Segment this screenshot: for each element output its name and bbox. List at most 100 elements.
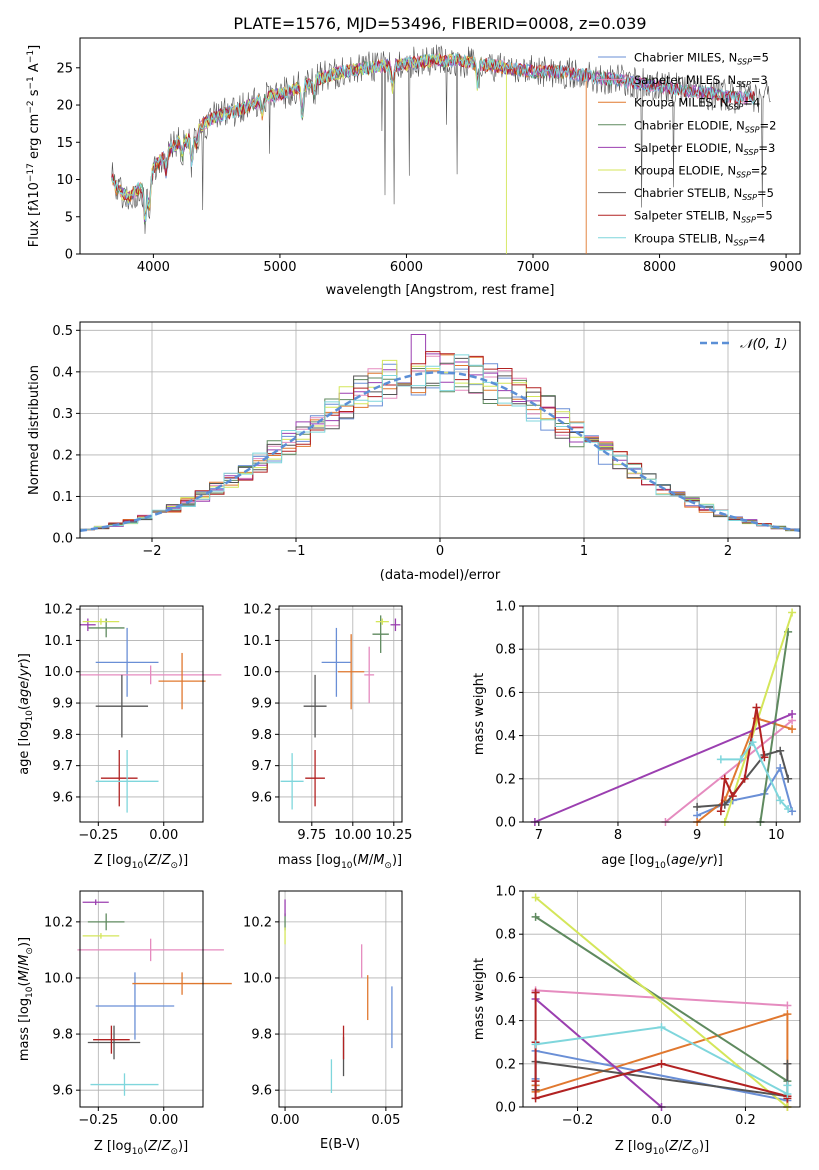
y-tick-label: 9.8 [251,728,272,743]
y-tick-label: 10.2 [44,603,73,618]
spectrum-legend-label: Chabrier MILES, NSSP=5 [634,51,769,67]
x-tick-label: 5000 [263,260,296,275]
y-tick-label: 0 [65,248,73,263]
y-tick-label: 9.6 [52,790,73,805]
age-vs-mass-plot-area: 9.75 10.00 10.25 9.6 9.7 9.8 9.9 10.0 10.1 10.2 [243,603,412,843]
x-tick-label: 4000 [137,260,170,275]
x-tick-label: 7 [535,828,543,843]
y-tick-label: 1.0 [495,600,516,615]
y-tick-label: 9.9 [52,697,73,712]
residuals-plot-area: −2 −1 0 1 2 0.0 0.1 0.2 0.3 0.4 0.5 [52,322,801,559]
residuals-legend: 𝒩(0, 1) [700,337,787,352]
y-tick-label: 9.8 [52,728,73,743]
weight-point-marker [783,1059,792,1068]
weight-point-marker [531,988,540,997]
weight-point-marker [776,746,785,755]
y-tick-label: 10.2 [243,603,272,618]
weight-point-marker [716,755,725,764]
x-tick-label: −1 [286,544,305,559]
x-tick-label: 0.05 [371,1113,400,1128]
spectrum-legend-label: Kroupa ELODIE, NSSP=2 [634,164,768,180]
mass-vs-z-ylabel: mass [log10(M/M⊙)] [17,937,35,1061]
y-tick-label: 10.0 [243,665,272,680]
weight-point-marker [657,1059,666,1068]
age-vs-z-frame [79,605,204,823]
weight-point-marker [728,792,737,801]
mass-vs-ebv-panel: 0.00 0.05 9.6 9.8 10.0 10.2 E(B-V) [243,890,403,1152]
normal-legend-label: 𝒩(0, 1) [740,337,787,352]
weight-point-marker [748,738,757,747]
weight-point-marker [776,764,785,772]
weight-series-line [759,631,790,823]
age-vs-mass-frame [278,605,403,823]
weight-series-line [534,713,793,823]
y-tick-label: 10.2 [243,915,272,930]
weight-point-marker [783,1001,792,1010]
residual-histogram-step [80,354,800,530]
x-tick-label: 8 [614,828,622,843]
weight-point-marker [693,802,702,811]
age-vs-z-plot-area: −0.25 0.00 9.6 9.7 9.8 9.9 10.0 10.1 10.2 [44,603,222,843]
spectrum-legend-label: Chabrier STELIB, NSSP=5 [634,186,774,202]
y-tick-label: 0.5 [52,324,73,339]
weight-vs-age-ylabel: mass weight [472,673,487,755]
age-vs-mass-panel: 9.75 10.00 10.25 9.6 9.7 9.8 9.9 10.0 10.1 10.2 m… [243,603,412,871]
y-tick-label: 0.1 [52,490,73,505]
mass-vs-z-plot-area: −0.25 0.00 9.6 9.8 10.0 10.2 [44,891,232,1128]
y-tick-label: 9.8 [251,1028,272,1043]
y-tick-label: 10.1 [44,634,73,649]
weight-vs-z-xlabel: Z [log10(Z/Z⊙)] [615,1139,709,1157]
spectrum-legend-label: Salpeter ELODIE, NSSP=3 [634,141,775,157]
weight-point-marker [531,912,540,921]
y-tick-label: 10.0 [44,971,73,986]
x-tick-label: 0 [436,544,444,559]
weight-point-marker [531,1040,540,1049]
x-tick-label: 7000 [516,260,549,275]
age-vs-mass-xlabel: mass [log10(M/M⊙)] [278,853,402,871]
weight-point-marker [783,1081,792,1090]
y-tick-label: 20 [56,99,73,114]
x-tick-label: 0.00 [149,828,178,843]
y-tick-label: 0.0 [52,532,73,547]
y-tick-label: 0.3 [52,407,73,422]
weight-point-marker [784,774,793,783]
spectrum-series-line [111,52,755,222]
weight-point-marker [716,807,725,816]
mass-vs-ebv-xlabel: E(B-V) [320,1137,360,1152]
residuals-panel: −2 −1 0 1 2 0.0 0.1 0.2 0.3 0.4 0.5 (data-model)/e… [27,321,801,583]
weight-point-marker [657,1023,666,1032]
mass-vs-z-panel: −0.25 0.009.69.810.010.2 Z [log10(Z/Z⊙)] … [17,890,232,1157]
residuals-frame [79,321,801,539]
figure-title: PLATE=1576, MJD=53496, FIBERID=0008, z=0… [233,14,646,33]
mass-vs-ebv-plot-area: 0.00 0.05 9.6 9.8 10.0 10.2 [243,891,402,1128]
weight-vs-z-ylabel: mass weight [472,958,487,1040]
x-tick-label: 10.00 [334,828,371,843]
weight-vs-age-xlabel: age [log10(age/yr)] [601,853,723,871]
y-tick-label: 0.4 [52,365,73,380]
y-tick-label: 1.0 [495,885,516,900]
weight-point-marker [531,893,540,902]
weight-point-marker [752,703,761,712]
weight-point-marker [784,805,793,814]
weight-vs-age-panel: 7 8 9 10 0.0 0.2 0.4 0.6 0.8 1.0 age [log10(age/y… [472,600,801,871]
x-tick-label: 1 [580,544,588,559]
weight-point-marker [531,1094,540,1103]
y-tick-label: 0.2 [495,772,516,787]
y-tick-label: 0.8 [495,928,516,943]
x-tick-label: 2 [724,544,732,559]
mass-vs-z-frame [79,890,204,1108]
y-tick-label: 0.2 [495,1057,516,1072]
weight-vs-z-plot-area: −0.2 0.0 0.2 0.0 0.2 0.4 0.6 0.8 1.0 [495,885,800,1128]
weight-point-marker [776,796,785,805]
y-tick-label: 10.1 [243,634,272,649]
y-tick-label: 0.4 [495,1014,516,1029]
residuals-xlabel: (data-model)/error [380,568,501,583]
x-tick-label: 0.2 [735,1113,756,1128]
x-tick-label: 0.00 [271,1113,300,1128]
weight-series-line [664,719,793,823]
y-tick-label: 9.9 [251,697,272,712]
age-vs-z-xlabel: Z [log10(Z/Z⊙)] [94,853,188,871]
weight-point-marker [788,710,797,718]
y-tick-label: 10.0 [44,665,73,680]
